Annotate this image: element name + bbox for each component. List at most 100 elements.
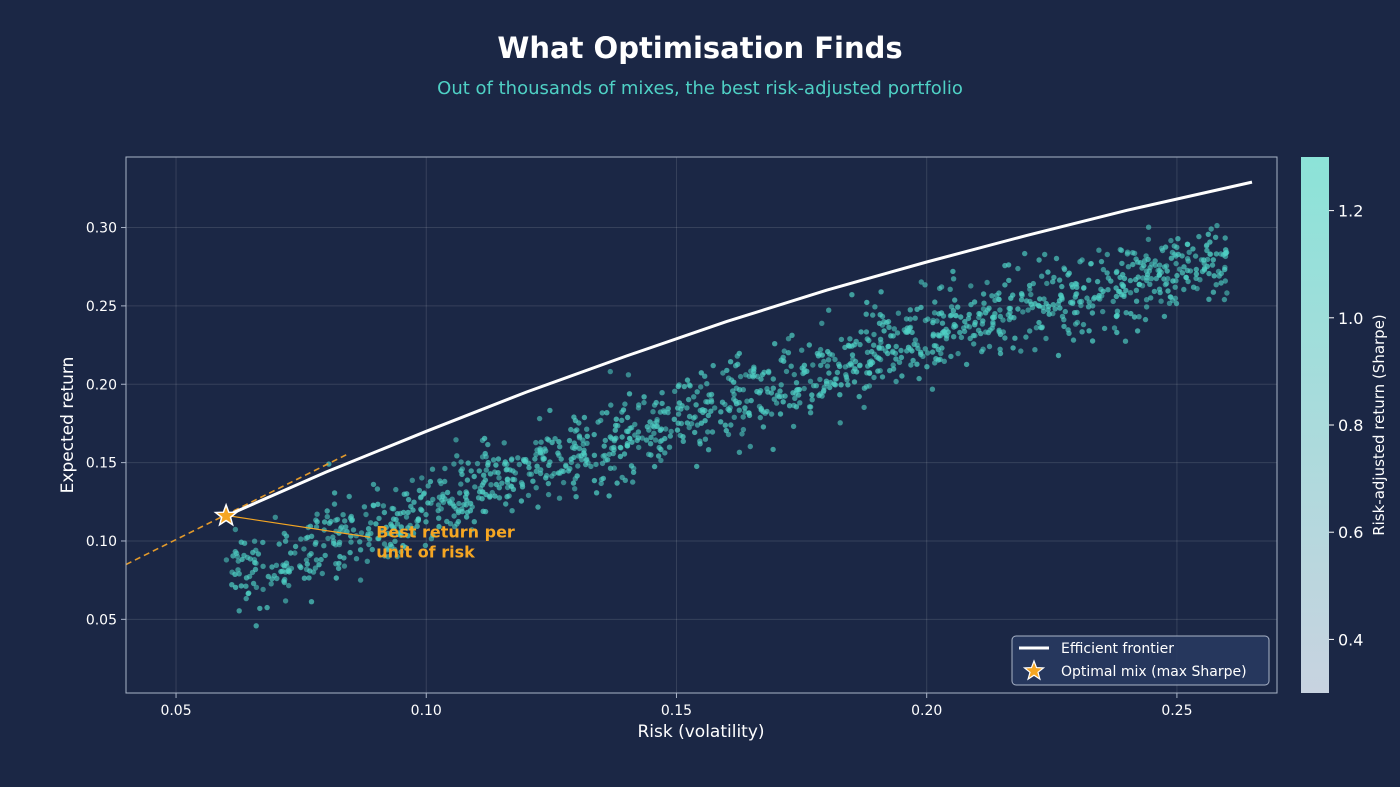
scatter-point [1089, 310, 1096, 316]
scatter-point [467, 508, 474, 514]
scatter-point [768, 411, 775, 417]
scatter-point [1077, 259, 1083, 265]
scatter-point [1220, 252, 1227, 258]
scatter-point [1040, 304, 1046, 311]
scatter-point [1173, 253, 1179, 259]
scatter-point [1037, 296, 1043, 302]
scatter-point [341, 555, 347, 561]
scatter-point [975, 327, 982, 333]
scatter-point [571, 440, 577, 446]
scatter-point [1168, 237, 1174, 244]
scatter-point [538, 439, 544, 445]
scatter-point [504, 484, 511, 491]
scatter-point [1045, 303, 1052, 310]
scatter-point [428, 536, 435, 542]
scatter-point [838, 382, 844, 388]
scatter-point [905, 327, 911, 334]
scatter-point [1117, 246, 1124, 253]
scatter-point [348, 539, 354, 545]
scatter-point [395, 531, 402, 537]
scatter-point [504, 461, 510, 467]
scatter-point [600, 453, 606, 459]
scatter-point [771, 396, 777, 402]
scatter-point [353, 556, 360, 562]
scatter-point [694, 463, 700, 470]
scatter-point [996, 296, 1002, 302]
scatter-point [665, 406, 671, 412]
scatter-point [571, 445, 578, 452]
scatter-point [313, 539, 319, 546]
scatter-point [250, 580, 257, 587]
scatter-point [292, 543, 299, 550]
scatter-point [243, 575, 250, 581]
scatter-point [593, 490, 600, 496]
scatter-point [476, 468, 482, 474]
scatter-point [1152, 258, 1158, 264]
scatter-point [938, 350, 944, 357]
scatter-point [455, 518, 462, 525]
scatter-point [414, 518, 420, 524]
scatter-point [1041, 296, 1047, 302]
scatter-point [1055, 352, 1062, 359]
scatter-point [760, 424, 767, 430]
scatter-point [539, 450, 546, 456]
scatter-point [509, 456, 515, 462]
scatter-point [528, 471, 534, 477]
scatter-point [414, 523, 420, 529]
scatter-point [313, 557, 320, 563]
scatter-point [702, 436, 709, 442]
scatter-point [675, 411, 682, 417]
scatter-point [282, 576, 288, 583]
scatter-point [1133, 287, 1140, 293]
scatter-point [908, 362, 914, 368]
scatter-point [1100, 308, 1106, 315]
scatter-point [276, 541, 282, 547]
scatter-point [1074, 309, 1080, 316]
scatter-point [1164, 268, 1170, 274]
scatter-point [238, 583, 244, 589]
scatter-point [593, 461, 599, 468]
scatter-point [858, 329, 864, 335]
scatter-point [509, 508, 515, 514]
scatter-point [785, 350, 792, 356]
scatter-point [551, 470, 557, 477]
scatter-point [930, 333, 936, 339]
scatter-point [357, 547, 364, 553]
scatter-point [958, 334, 965, 341]
scatter-point [997, 346, 1003, 352]
scatter-point [485, 441, 491, 448]
scatter-point [401, 491, 407, 497]
scatter-point [747, 443, 753, 450]
scatter-point [336, 560, 342, 567]
scatter-point [613, 416, 619, 422]
scatter-point [929, 349, 936, 355]
scatter-point [537, 446, 543, 452]
scatter-point [1156, 286, 1163, 292]
scatter-point [953, 313, 959, 319]
scatter-point [660, 408, 667, 414]
scatter-point [1099, 293, 1105, 299]
scatter-point [788, 363, 794, 369]
scatter-point [679, 403, 685, 409]
scatter-point [1059, 313, 1066, 320]
scatter-point [1206, 296, 1212, 302]
scatter-point [405, 533, 411, 539]
scatter-point [826, 307, 832, 313]
scatter-point [1201, 267, 1208, 273]
scatter-point [1157, 267, 1163, 274]
scatter-point [790, 423, 797, 430]
scatter-point [419, 507, 425, 514]
scatter-point [924, 364, 930, 370]
scatter-point [619, 474, 625, 481]
scatter-point [1133, 298, 1140, 304]
scatter-point [336, 539, 343, 545]
scatter-point [628, 463, 635, 469]
scatter-point [1113, 269, 1120, 276]
scatter-point [764, 386, 770, 392]
scatter-point [465, 460, 471, 466]
scatter-point [435, 507, 441, 514]
scatter-point [316, 562, 322, 568]
scatter-point [1053, 255, 1060, 262]
scatter-point [515, 455, 521, 461]
scatter-point [257, 605, 263, 612]
